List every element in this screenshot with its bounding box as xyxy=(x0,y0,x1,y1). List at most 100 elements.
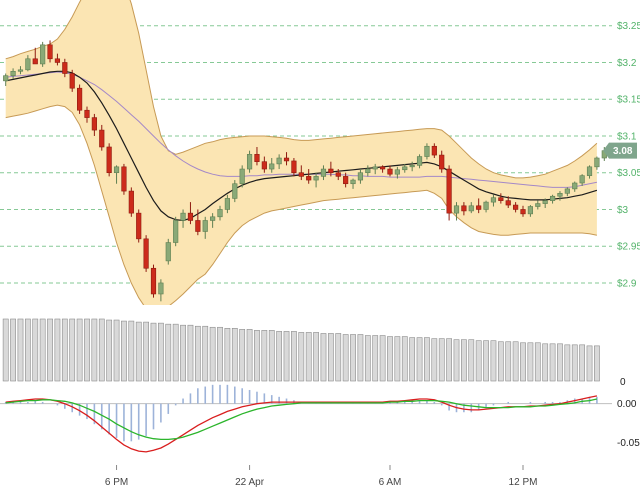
candle-body xyxy=(313,176,319,181)
volume-bar xyxy=(416,337,423,382)
macd-tick-label: 0.00 xyxy=(617,399,637,410)
candle-body xyxy=(439,154,445,170)
candle-body xyxy=(3,75,9,82)
volume-bar xyxy=(69,318,76,382)
volume-bar xyxy=(202,325,209,382)
candle-body xyxy=(380,166,386,170)
volume-bar xyxy=(542,343,549,382)
volume-bar xyxy=(84,318,90,382)
candle-body xyxy=(328,168,334,174)
x-tick-label: 12 PM xyxy=(509,477,538,488)
candle-body xyxy=(32,58,38,65)
volume-bar xyxy=(172,323,179,382)
signal-line xyxy=(5,398,598,441)
candle-body xyxy=(535,203,541,207)
candle-body xyxy=(505,200,511,206)
candle-body xyxy=(520,209,526,215)
price-tick-label: $3.15 xyxy=(617,95,640,106)
candle-body xyxy=(239,168,245,185)
volume-bar xyxy=(24,318,31,382)
candle-body xyxy=(394,169,400,175)
volume-bar xyxy=(571,344,578,382)
volume-bar xyxy=(505,341,512,382)
volume-bar xyxy=(313,332,319,382)
candle-body xyxy=(387,168,393,175)
volume-bar xyxy=(231,327,238,382)
candle-body xyxy=(128,190,134,214)
candle-body xyxy=(69,73,75,89)
volume-bar xyxy=(438,338,445,382)
volume-bar xyxy=(217,326,223,382)
candle-body xyxy=(557,192,563,197)
candle-body xyxy=(224,198,230,210)
candle-body xyxy=(498,197,504,201)
volume-bar xyxy=(128,320,135,382)
volume-bar xyxy=(446,338,452,382)
volume-bar xyxy=(135,321,142,382)
volume-bar xyxy=(54,318,61,382)
volume-bar xyxy=(76,318,83,382)
candle-body xyxy=(276,157,282,165)
volume-bar xyxy=(453,339,460,382)
candle-body xyxy=(372,166,378,170)
volume-bar xyxy=(594,345,600,382)
price-tick-label: $3 xyxy=(617,205,629,216)
candle-body xyxy=(202,220,208,232)
volume-bar xyxy=(327,333,334,382)
bollinger-lower-line xyxy=(5,104,597,305)
candle-body xyxy=(158,282,164,295)
volume-bar xyxy=(461,339,467,382)
last-price-marker xyxy=(603,142,637,159)
candle-body xyxy=(84,109,90,118)
volume-bar xyxy=(549,343,556,382)
candle-body xyxy=(47,44,53,60)
bollinger-upper-line xyxy=(5,0,598,179)
volume-bar xyxy=(268,330,275,382)
candle-body xyxy=(269,163,275,170)
volume-bar xyxy=(305,332,312,382)
volume-bar xyxy=(246,329,253,382)
candle-body xyxy=(365,168,371,174)
candle-body xyxy=(468,205,474,212)
volume-bar xyxy=(527,342,534,382)
candle-body xyxy=(343,176,349,185)
volume-bar xyxy=(394,336,401,382)
volume-bar xyxy=(557,343,563,382)
price-tick-label: $3.05 xyxy=(617,168,640,179)
volume-bar xyxy=(372,335,379,382)
candle-body xyxy=(91,117,97,131)
volume-bar xyxy=(113,319,120,382)
candle-body xyxy=(476,205,482,210)
candle-body xyxy=(542,200,548,204)
candle-body xyxy=(10,70,16,76)
candle-body xyxy=(143,238,149,269)
candle-body xyxy=(40,44,46,65)
candle-body xyxy=(564,188,570,194)
candle-body xyxy=(99,129,105,148)
volume-bar xyxy=(468,339,475,382)
candle-body xyxy=(62,62,68,74)
volume-bar xyxy=(150,322,157,382)
volume-bar xyxy=(254,330,260,382)
candle-body xyxy=(25,58,31,71)
volume-bar xyxy=(98,318,105,382)
volume-bar xyxy=(350,334,356,382)
candle-body xyxy=(180,212,186,221)
candle-body xyxy=(165,242,171,262)
volume-bar xyxy=(32,318,39,382)
candle-body xyxy=(150,267,157,295)
volume-bar xyxy=(298,332,305,382)
volume-bar xyxy=(409,337,416,382)
candle-body xyxy=(320,168,327,177)
candle-body xyxy=(461,205,467,212)
volume-bar xyxy=(10,318,16,382)
volume-bar xyxy=(261,330,268,382)
candle-body xyxy=(350,179,356,185)
candle-body xyxy=(527,206,533,215)
volume-bar xyxy=(180,324,186,382)
volume-bar xyxy=(320,333,327,382)
price-tick-label: $3.2 xyxy=(617,58,637,69)
volume-bar xyxy=(379,335,386,382)
volume-bar xyxy=(239,329,246,382)
macd-tick-label: -0.05 xyxy=(617,438,640,449)
